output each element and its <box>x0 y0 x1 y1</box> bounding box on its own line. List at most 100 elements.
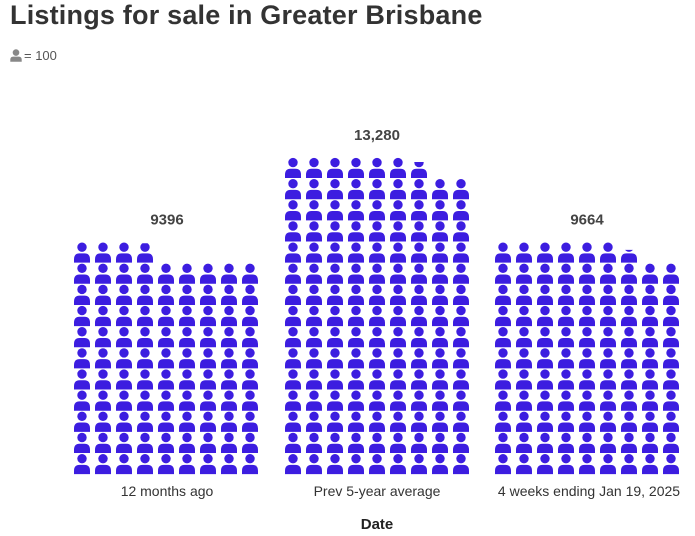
person-icon <box>179 327 195 348</box>
person-icon <box>621 390 637 411</box>
person-icon <box>432 369 448 390</box>
person-icon <box>285 305 301 327</box>
person-icon <box>642 369 658 390</box>
person-icon <box>348 348 364 369</box>
person-icon <box>600 348 616 369</box>
person-icon <box>411 432 427 453</box>
person-icon <box>179 369 195 390</box>
icon-group <box>74 242 258 475</box>
person-icon <box>411 284 427 305</box>
person-icon <box>390 200 406 221</box>
person-icon <box>663 453 679 475</box>
person-icon <box>242 411 258 432</box>
person-icon <box>600 390 616 411</box>
person-icon <box>306 242 322 263</box>
person-icon <box>453 327 469 348</box>
person-icon <box>516 432 532 453</box>
person-icon <box>663 305 679 327</box>
person-icon <box>116 453 132 475</box>
person-icon <box>558 390 574 411</box>
person-icon <box>348 305 364 327</box>
person-icon <box>137 369 153 390</box>
person-icon <box>221 263 237 284</box>
person-icon <box>516 348 532 369</box>
person-icon <box>242 390 258 411</box>
person-icon <box>200 411 216 432</box>
person-icon <box>369 369 385 390</box>
person-icon <box>327 390 343 411</box>
person-icon <box>327 157 343 179</box>
person-icon <box>95 411 111 432</box>
person-icon <box>74 432 90 453</box>
person-icon <box>390 453 406 475</box>
person-icon <box>116 432 132 453</box>
person-icon <box>179 284 195 305</box>
person-icon <box>642 348 658 369</box>
icon-group <box>285 157 469 475</box>
person-icon <box>411 263 427 284</box>
chart-title: Listings for sale in Greater Brisbane <box>10 0 483 30</box>
person-icon <box>158 327 174 348</box>
person-icon <box>369 200 385 221</box>
person-icon <box>537 432 553 453</box>
person-icon <box>348 369 364 390</box>
person-icon <box>137 432 153 453</box>
person-icon <box>453 263 469 284</box>
person-icon <box>179 263 195 284</box>
person-icon <box>200 284 216 305</box>
person-icon <box>285 242 301 263</box>
person-icon <box>306 305 322 327</box>
person-icon <box>516 305 532 327</box>
person-icon <box>537 305 553 327</box>
person-icon <box>369 348 385 369</box>
person-icon <box>74 327 90 348</box>
person-icon <box>158 453 174 475</box>
person-icon <box>516 390 532 411</box>
person-icon <box>411 200 427 221</box>
person-icon <box>453 305 469 327</box>
person-icon <box>74 305 90 327</box>
person-icon <box>558 263 574 284</box>
person-icon <box>495 411 511 432</box>
person-icon <box>285 200 301 221</box>
person-icon <box>116 348 132 369</box>
person-icon <box>453 179 469 200</box>
person-icon <box>200 453 216 475</box>
person-icon <box>621 453 637 475</box>
person-icon <box>306 369 322 390</box>
person-icon <box>600 327 616 348</box>
person-icon <box>411 242 427 263</box>
person-icon <box>369 432 385 453</box>
person-icon <box>600 453 616 475</box>
person-icon <box>221 390 237 411</box>
person-icon <box>579 390 595 411</box>
person-icon <box>221 327 237 348</box>
person-icon <box>221 305 237 327</box>
person-icon <box>390 390 406 411</box>
person-icon <box>621 348 637 369</box>
person-icon <box>242 453 258 475</box>
person-icon <box>642 327 658 348</box>
person-icon <box>432 453 448 475</box>
person-icon <box>516 327 532 348</box>
person-icon <box>621 263 637 284</box>
person-icon <box>369 242 385 263</box>
person-icon <box>495 327 511 348</box>
person-icon <box>306 263 322 284</box>
person-icon <box>116 284 132 305</box>
person-icon <box>453 369 469 390</box>
person-icon <box>137 263 153 284</box>
person-icon <box>453 432 469 453</box>
person-icon <box>600 263 616 284</box>
person-icon <box>663 348 679 369</box>
person-icon <box>158 348 174 369</box>
person-icon <box>285 411 301 432</box>
person-icon <box>537 284 553 305</box>
person-icon <box>116 327 132 348</box>
person-icon <box>600 411 616 432</box>
person-icon <box>242 369 258 390</box>
person-icon <box>369 284 385 305</box>
person-icon <box>558 284 574 305</box>
person-icon <box>200 432 216 453</box>
